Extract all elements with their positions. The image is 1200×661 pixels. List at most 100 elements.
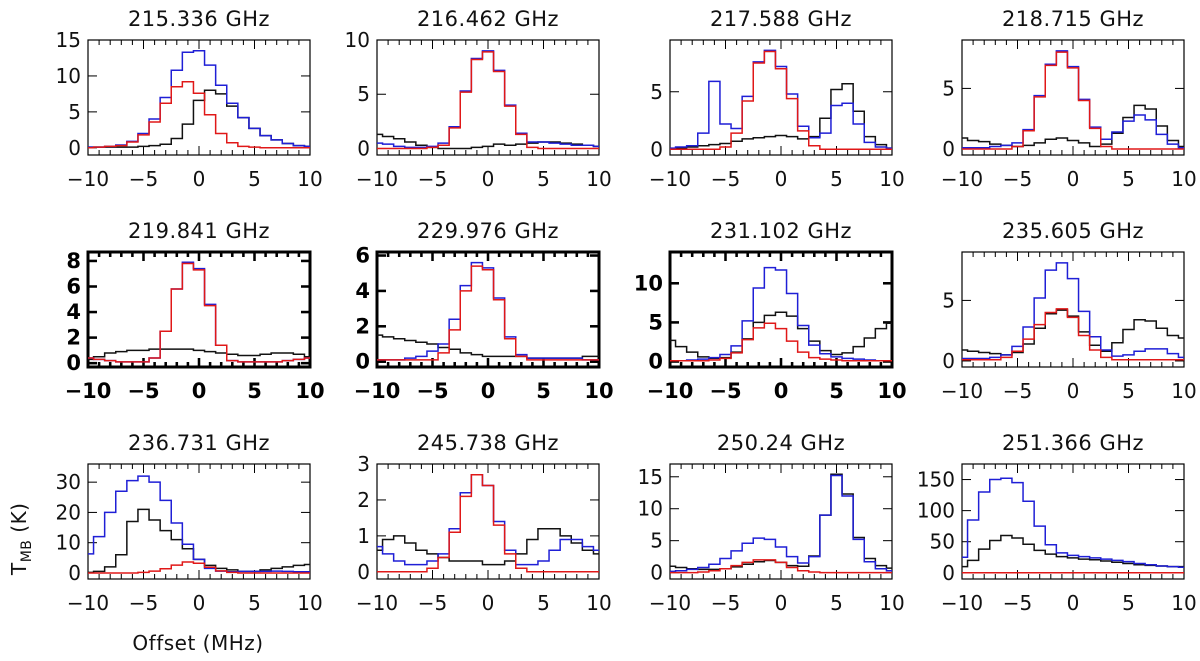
y-tick-label: 10 xyxy=(56,64,81,88)
x-tick-label: 10 xyxy=(297,167,322,191)
x-tick-label: −10 xyxy=(356,167,398,191)
series-line-black xyxy=(670,473,892,571)
x-tick-label: −10 xyxy=(65,379,112,403)
x-tick-label: 5 xyxy=(536,379,551,403)
x-tick-label: 0 xyxy=(192,379,207,403)
y-tick-label: 0 xyxy=(942,561,955,585)
x-tick-label: 10 xyxy=(877,379,906,403)
x-tick-label: 10 xyxy=(295,379,324,403)
x-tick-label: 5 xyxy=(247,379,262,403)
panel-title: 236.731 GHz xyxy=(128,431,270,455)
x-tick-label: −5 xyxy=(709,379,741,403)
x-tick-label: −10 xyxy=(67,167,109,191)
plot-frame xyxy=(376,463,600,580)
y-tick-label: 5 xyxy=(68,100,81,124)
x-tick-label: 0 xyxy=(775,591,788,615)
y-tick-label: 1 xyxy=(357,524,370,548)
x-tick-label: −5 xyxy=(129,167,158,191)
x-tick-label: −5 xyxy=(1003,379,1032,403)
x-tick-label: 10 xyxy=(297,591,322,615)
series-line-red xyxy=(962,308,1184,361)
x-tick-label: 5 xyxy=(1122,379,1135,403)
series-line-black xyxy=(377,527,599,566)
y-tick-label: 0 xyxy=(66,351,81,375)
x-tick-label: 10 xyxy=(586,591,611,615)
y-tick-label: 2 xyxy=(66,326,81,350)
y-axis-label: TMB (K) xyxy=(7,503,35,576)
panel-title: 250.24 GHz xyxy=(717,431,845,455)
x-tick-label: −5 xyxy=(1003,591,1032,615)
x-tick-label: 10 xyxy=(879,591,904,615)
series-line-blue xyxy=(962,50,1184,149)
panel-title: 235.605 GHz xyxy=(1002,219,1144,243)
series-line-blue xyxy=(670,49,892,149)
y-tick-label: 0 xyxy=(648,350,663,374)
y-tick-label: 0 xyxy=(942,349,955,373)
y-axis-label-main: T xyxy=(7,562,31,576)
x-tick-label: 10 xyxy=(1171,591,1196,615)
y-tick-label: 0 xyxy=(357,560,370,584)
series-line-blue xyxy=(670,266,892,362)
x-tick-label: 0 xyxy=(1067,167,1080,191)
plot-frame xyxy=(961,39,1185,156)
x-tick-label: 10 xyxy=(586,167,611,191)
spectrum-panel: 250.24 GHz −10 −5 0 5 10 0 5 10 15 xyxy=(638,431,905,615)
series-line-blue xyxy=(377,474,599,566)
x-tick-label: 10 xyxy=(879,167,904,191)
y-tick-label: 4 xyxy=(355,279,370,303)
y-axis-label-subscript: MB xyxy=(19,540,35,563)
x-tick-label: 0 xyxy=(482,167,495,191)
x-tick-label: 5 xyxy=(829,379,844,403)
series-line-black xyxy=(377,334,599,359)
series-line-blue xyxy=(377,50,599,149)
plot-frame xyxy=(961,463,1185,580)
series-line-black xyxy=(962,104,1184,148)
x-tick-label: 10 xyxy=(584,379,613,403)
x-tick-label: −5 xyxy=(711,167,740,191)
plot-frame xyxy=(87,463,311,580)
series-line-black xyxy=(377,133,599,150)
x-tick-label: −5 xyxy=(711,591,740,615)
series-line-red xyxy=(962,51,1184,150)
x-tick-label: −5 xyxy=(418,591,447,615)
y-tick-label: 0 xyxy=(942,137,955,161)
y-tick-label: 0 xyxy=(68,561,81,585)
y-tick-label: 15 xyxy=(638,465,663,489)
plot-frame xyxy=(376,39,600,156)
x-tick-label: 0 xyxy=(193,591,206,615)
series-line-blue xyxy=(377,261,599,361)
x-tick-label: −5 xyxy=(418,167,447,191)
x-tick-label: 10 xyxy=(1171,379,1196,403)
series-line-red xyxy=(670,559,892,574)
svg-text:TMB (K): TMB (K) xyxy=(7,503,35,576)
y-tick-label: 10 xyxy=(345,28,370,52)
y-tick-label: 10 xyxy=(56,531,81,555)
y-tick-label: 5 xyxy=(942,76,955,100)
spectrum-panel: 215.336 GHz −10 −5 0 5 10 0 5 10 15 xyxy=(56,7,323,191)
panel-title: 231.102 GHz xyxy=(710,219,852,243)
x-tick-label: −10 xyxy=(649,167,691,191)
y-tick-label: 30 xyxy=(56,470,81,494)
y-tick-label: 5 xyxy=(650,80,663,104)
x-tick-label: −10 xyxy=(356,591,398,615)
x-tick-label: 0 xyxy=(193,167,206,191)
x-tick-label: 5 xyxy=(830,591,843,615)
panel-title: 245.738 GHz xyxy=(417,431,559,455)
x-tick-label: 5 xyxy=(830,167,843,191)
x-tick-label: −5 xyxy=(1003,167,1032,191)
x-tick-label: 0 xyxy=(775,167,788,191)
series-line-red xyxy=(377,474,599,573)
x-tick-label: 0 xyxy=(1067,379,1080,403)
y-tick-label: 50 xyxy=(930,530,955,554)
series-line-red xyxy=(670,50,892,150)
y-tick-label: 0 xyxy=(68,136,81,160)
series-line-black xyxy=(88,348,310,361)
y-tick-label: 0 xyxy=(355,350,370,374)
spectrum-panel: 245.738 GHz −10 −5 0 5 10 0 1 2 3 xyxy=(356,431,612,615)
x-tick-label: −10 xyxy=(354,379,401,403)
spectrum-panel: 216.462 GHz −10 −5 0 5 10 0 5 10 xyxy=(345,7,612,191)
panel-title: 217.588 GHz xyxy=(710,7,852,31)
y-tick-label: 5 xyxy=(942,288,955,312)
